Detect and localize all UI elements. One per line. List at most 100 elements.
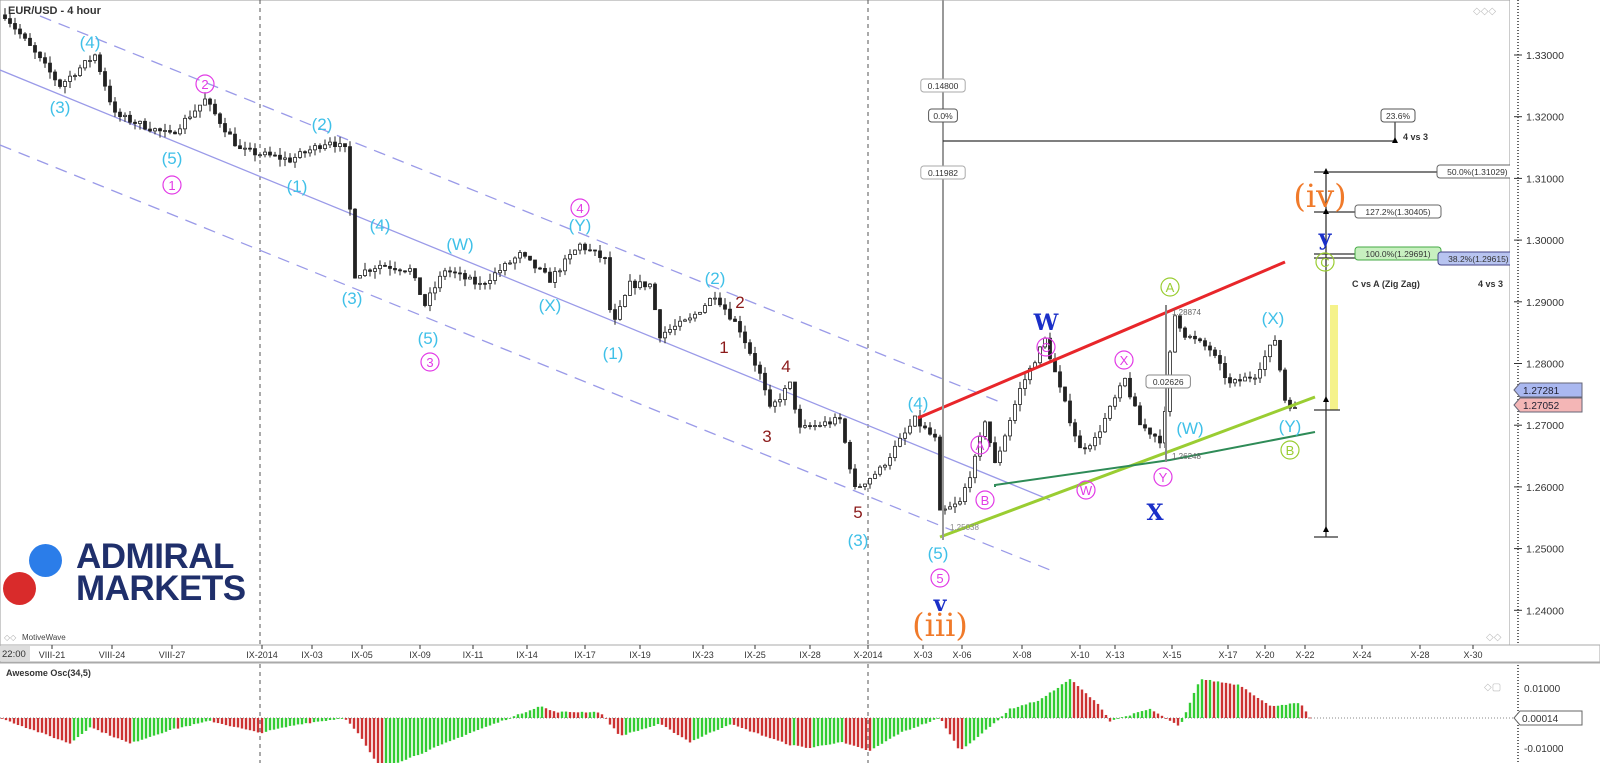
arrow-marker: [1323, 208, 1329, 214]
candle: [548, 271, 552, 283]
osc-bar: [352, 718, 356, 729]
candle: [193, 110, 197, 118]
candle: [1088, 445, 1092, 450]
osc-bar: [1168, 718, 1172, 721]
osc-bar: [1132, 713, 1136, 718]
osc-bar: [992, 718, 996, 724]
osc-bar: [576, 712, 580, 718]
osc-bar: [1300, 705, 1304, 718]
wave-label: (X): [539, 296, 562, 315]
wave-label: 4: [781, 357, 790, 376]
osc-bar: [716, 718, 720, 730]
candle: [1143, 424, 1147, 429]
candle: [1153, 433, 1157, 437]
annotation-low2_label: 1.25038: [950, 523, 979, 532]
osc-bar: [300, 718, 304, 725]
osc-bar: [688, 718, 692, 743]
osc-bar: [88, 718, 92, 728]
osc-bar: [668, 718, 672, 730]
osc-bar: [1116, 718, 1120, 719]
osc-bar: [1148, 708, 1152, 718]
osc-bar: [44, 718, 48, 735]
candle: [1023, 379, 1027, 389]
candle: [68, 75, 72, 82]
time-tick-label: IX-23: [692, 650, 714, 660]
wave-label-circle: [1160, 277, 1180, 297]
candle: [448, 270, 452, 273]
osc-bar: [900, 718, 904, 732]
candle: [758, 364, 762, 374]
osc-bar: [500, 718, 504, 721]
osc-bar: [16, 718, 20, 726]
annotation-fib_1272: 127.2%(1.30405): [1365, 207, 1430, 217]
candle: [1123, 377, 1127, 387]
osc-bar: [1100, 709, 1104, 718]
osc-bar: [1140, 711, 1144, 718]
candle: [113, 101, 117, 113]
candle: [813, 425, 817, 427]
osc-bar: [416, 718, 420, 756]
wave-label: (1): [287, 177, 308, 196]
osc-bar: [1188, 702, 1192, 718]
osc-bar: [0, 718, 4, 719]
osc-bar: [632, 718, 636, 732]
wave-label-circle: [1153, 467, 1173, 487]
annotation-low_label: 1.26248: [1172, 452, 1201, 461]
osc-bar: [156, 718, 160, 735]
upper-trend-line: [917, 260, 1286, 420]
candle: [33, 45, 37, 53]
candle: [598, 250, 602, 258]
osc-bar: [476, 718, 480, 730]
candle: [373, 268, 377, 272]
osc-bar: [888, 718, 892, 739]
osc-bar: [84, 718, 88, 731]
osc-bar: [776, 718, 780, 741]
time-tick-label: X-06: [952, 650, 971, 660]
osc-bar: [616, 718, 620, 734]
osc-bar: [792, 718, 796, 746]
osc-bar: [1032, 702, 1036, 718]
candle: [908, 425, 912, 434]
osc-title: Awesome Osc(34,5): [6, 668, 91, 678]
candle: [928, 427, 932, 435]
osc-bar: [132, 718, 136, 742]
wave-label: X: [1120, 353, 1129, 368]
candle: [338, 143, 342, 147]
arrow-marker: [1392, 137, 1398, 143]
osc-bar: [452, 718, 456, 740]
osc-bar: [852, 718, 856, 746]
candle: [343, 143, 347, 148]
osc-bar: [752, 718, 756, 733]
candle: [323, 144, 327, 149]
wave-label: 5: [936, 571, 943, 586]
osc-bar: [1084, 693, 1088, 718]
annotation-fib_382: 38.2%(1.29615): [1448, 254, 1509, 264]
candle: [433, 287, 437, 294]
osc-bar: [596, 712, 600, 718]
wave-label: (W): [1176, 419, 1203, 438]
osc-bar: [304, 718, 308, 724]
candle: [778, 399, 782, 403]
candle: [293, 157, 297, 163]
candle: [558, 270, 562, 273]
osc-bar: [68, 718, 72, 744]
osc-bar: [840, 718, 844, 743]
osc-bar: [868, 718, 872, 751]
osc-bar: [1220, 682, 1224, 718]
osc-bar: [100, 718, 104, 733]
osc-bar: [672, 718, 676, 733]
osc-bar: [1024, 704, 1028, 718]
candle: [423, 294, 427, 306]
candle: [393, 268, 397, 271]
osc-bar: [692, 718, 696, 741]
candle: [168, 130, 172, 133]
osc-bar: [188, 718, 192, 726]
osc-bar: [40, 718, 44, 733]
osc-bar: [884, 718, 888, 742]
candle: [718, 297, 722, 306]
candle: [948, 506, 952, 510]
osc-bar: [440, 718, 444, 745]
osc-bar: [484, 718, 488, 727]
osc-bar: [1076, 686, 1080, 718]
osc-bar: [676, 718, 680, 736]
